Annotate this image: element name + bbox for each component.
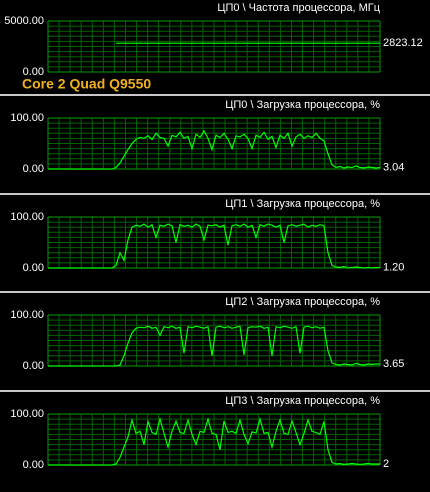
panel-title: ЦП2 \ Загрузка процессора, % [225,296,380,308]
y-tick-label: 100.00 [10,211,44,223]
cpu-name: Core 2 Quad Q9550 [22,76,151,92]
y-tick-label: 0.00 [23,66,44,78]
y-tick-label: 0.00 [23,163,44,175]
current-value: 1.20 [383,261,404,273]
data-line [48,129,381,170]
y-tick-label: 100.00 [10,408,44,420]
data-line [48,325,380,367]
y-tick-label: 0.00 [23,262,44,274]
panel-title: ЦП0 \ Частота процессора, МГц [217,2,380,14]
current-value: 3.04 [383,161,404,173]
data-line [48,416,380,466]
data-line [48,223,380,269]
panel-title: ЦП1 \ Загрузка процессора, % [225,198,380,210]
y-tick-label: 100.00 [10,309,44,321]
y-tick-label: 5000.00 [4,15,44,27]
current-value: 2 [383,458,389,470]
y-tick-label: 0.00 [23,360,44,372]
y-tick-label: 0.00 [23,459,44,471]
panel-title: ЦП0 \ Загрузка процессора, % [225,99,380,111]
panel-title: ЦП3 \ Загрузка процессора, % [225,395,380,407]
current-value: 2823.12 [383,37,423,49]
y-tick-label: 100.00 [10,112,44,124]
current-value: 3.65 [383,358,404,370]
